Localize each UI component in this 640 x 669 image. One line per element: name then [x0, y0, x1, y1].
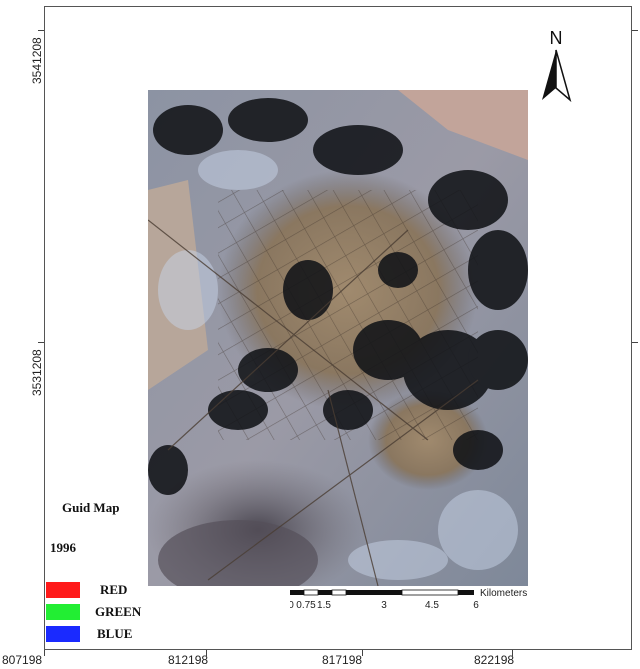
x-label-812198: 812198: [168, 653, 209, 667]
swatch-label-blue: BLUE: [97, 626, 133, 641]
y-label-3531208: 3531208: [30, 349, 44, 396]
x-label-807198: 807198: [2, 653, 43, 667]
scale-tick-6: 6: [473, 600, 479, 611]
scale-tick-4.5: 4.5: [425, 600, 439, 611]
x-label-822198: 822198: [474, 653, 515, 667]
scale-tick-1.5: 1.5: [317, 600, 331, 611]
y-label-3541208: 3541208: [30, 37, 44, 84]
y-tick-mid-right: [632, 342, 638, 343]
scale-bar: 0 0.75 1.5 3 4.5 6 Kilometers: [290, 588, 527, 611]
swatch-blue: [46, 626, 80, 642]
swatch-label-green: GREEN: [95, 604, 142, 619]
y-tick-mid: [38, 342, 44, 343]
scale-unit: Kilometers: [480, 588, 527, 599]
y-tick-top: [38, 30, 44, 31]
scale-tick-3: 3: [381, 600, 387, 611]
legend-title: Guid Map: [62, 500, 120, 515]
north-arrow-icon: N: [542, 28, 572, 103]
map-frame: [44, 6, 632, 650]
x-tick-1: [44, 650, 45, 656]
north-label: N: [550, 28, 563, 48]
x-label-817198: 817198: [322, 653, 363, 667]
x-tick-3: [362, 650, 363, 656]
satellite-imagery: [148, 90, 528, 586]
legend-year: 1996: [50, 540, 76, 555]
x-tick-4: [512, 650, 513, 656]
swatch-green: [46, 604, 80, 620]
swatch-label-red: RED: [100, 582, 128, 597]
scale-tick-0.75: 0.75: [296, 600, 316, 611]
y-tick-top-right: [632, 30, 638, 31]
x-tick-2: [206, 650, 207, 656]
scale-tick-0: 0: [290, 600, 294, 611]
swatch-red: [46, 582, 80, 598]
